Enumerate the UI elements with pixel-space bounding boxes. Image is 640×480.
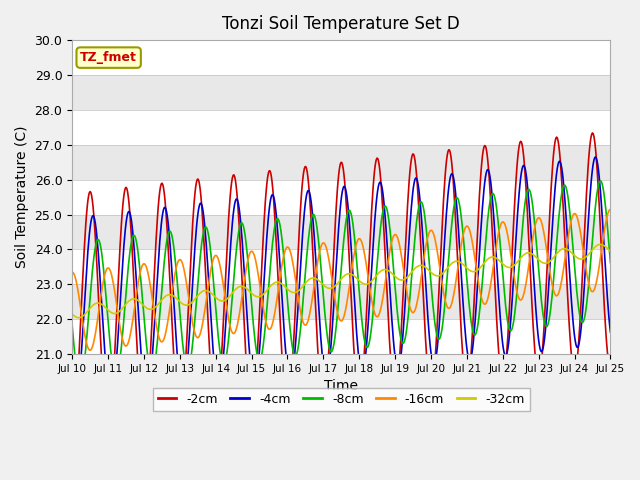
Title: Tonzi Soil Temperature Set D: Tonzi Soil Temperature Set D bbox=[223, 15, 460, 33]
Bar bbox=[72, 319, 611, 354]
Bar bbox=[72, 250, 611, 284]
Text: TZ_fmet: TZ_fmet bbox=[80, 51, 137, 64]
Y-axis label: Soil Temperature (C): Soil Temperature (C) bbox=[15, 126, 29, 268]
Bar bbox=[72, 284, 611, 319]
Bar bbox=[72, 145, 611, 180]
Bar bbox=[72, 215, 611, 250]
Bar bbox=[72, 180, 611, 215]
Bar bbox=[72, 40, 611, 75]
Bar bbox=[72, 75, 611, 110]
Bar bbox=[72, 110, 611, 145]
X-axis label: Time: Time bbox=[324, 379, 358, 394]
Legend: -2cm, -4cm, -8cm, -16cm, -32cm: -2cm, -4cm, -8cm, -16cm, -32cm bbox=[153, 388, 530, 411]
